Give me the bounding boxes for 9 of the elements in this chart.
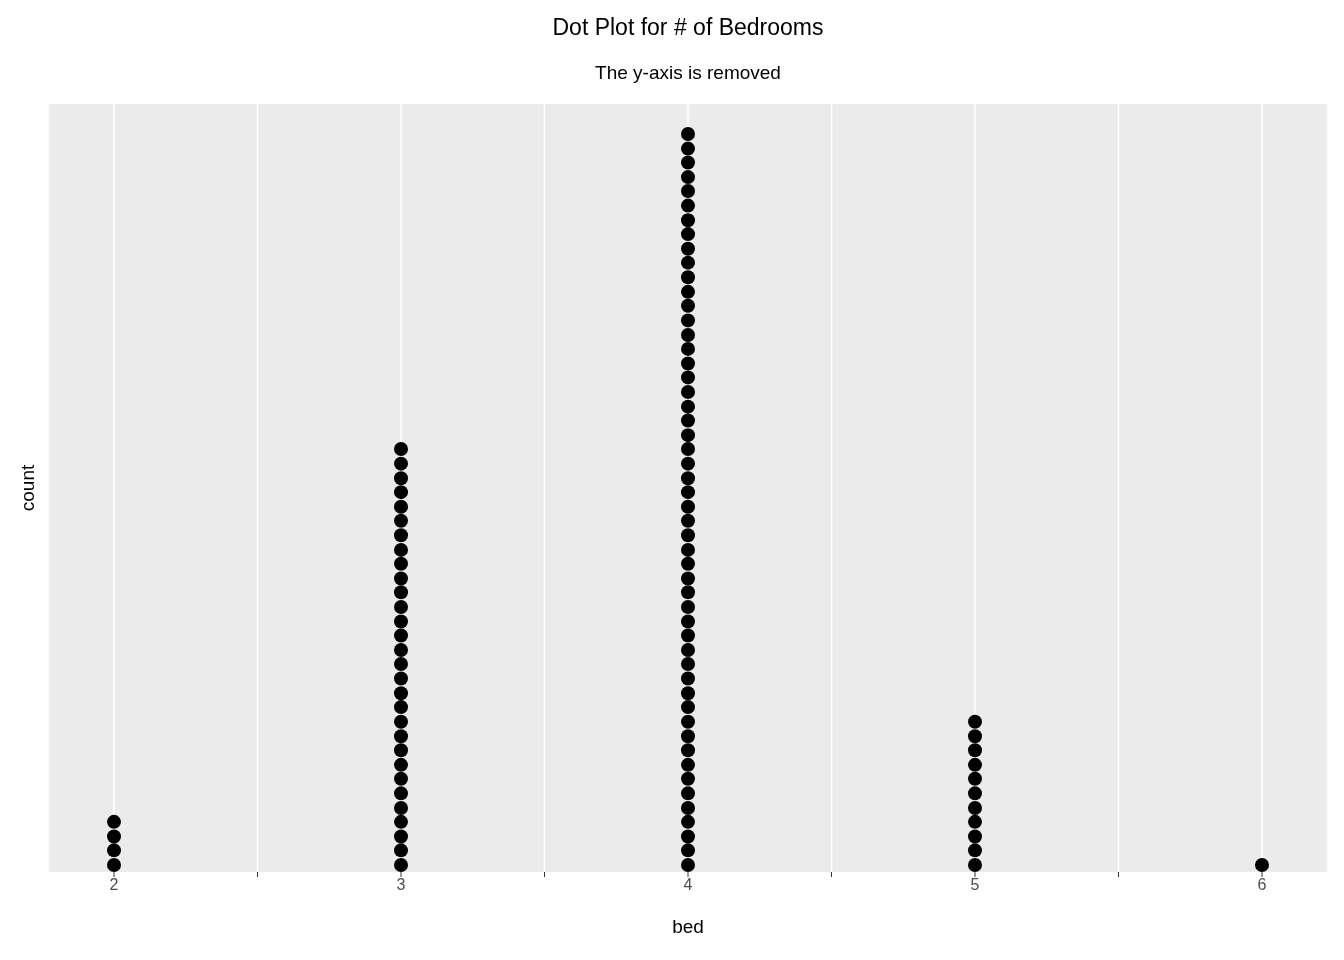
x-tick-label: 4	[683, 876, 693, 894]
x-axis-title: bed	[671, 916, 705, 938]
y-axis-title: count	[16, 463, 39, 514]
x-tick-label: 3	[396, 876, 406, 894]
x-tick-label: 5	[970, 876, 980, 894]
chart-title: Dot Plot for # of Bedrooms	[551, 14, 825, 41]
x-tick-label: 2	[109, 876, 119, 894]
x-tick-label: 6	[1257, 876, 1267, 894]
chart-subtitle: The y-axis is removed	[594, 62, 782, 84]
